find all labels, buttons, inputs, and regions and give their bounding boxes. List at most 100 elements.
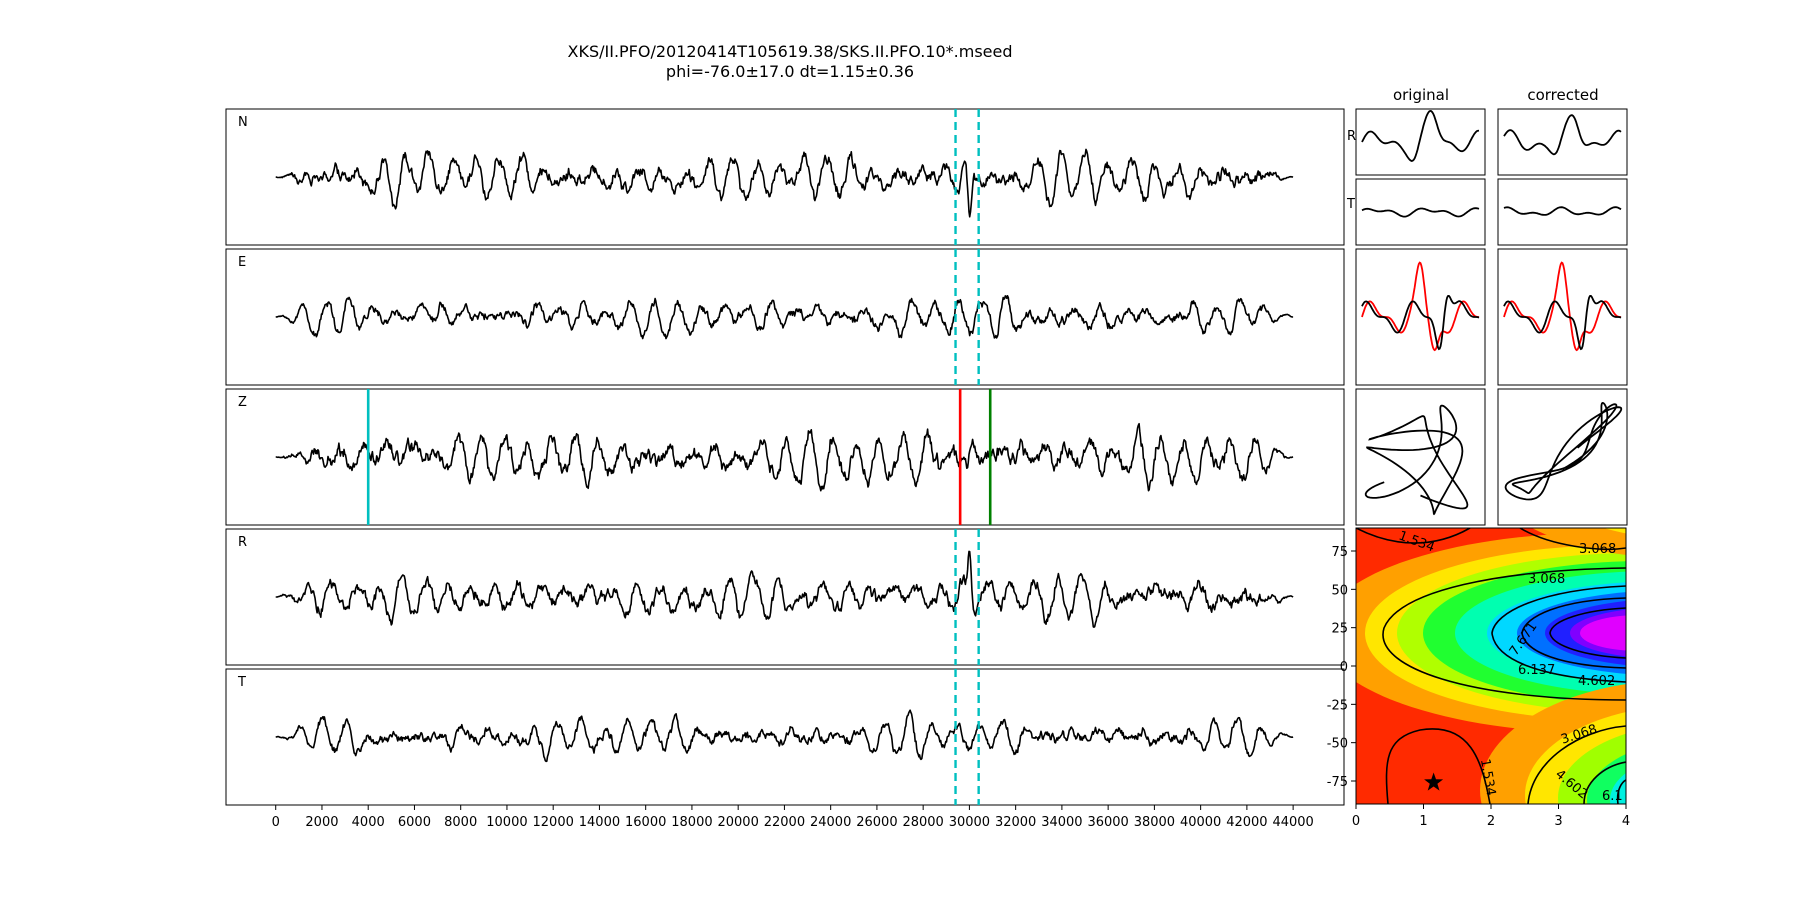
- heatmap-y-tick-label: 0: [1340, 660, 1348, 675]
- particle-motion-panels: [1355, 108, 1628, 526]
- panel-n: N: [225, 108, 1345, 246]
- panel-t: T: [225, 668, 1345, 806]
- x-tick-label: 36000: [1087, 815, 1128, 830]
- heatmap-y-tick-label: -25: [1327, 698, 1348, 713]
- corrected-panel-overlay: [1497, 248, 1628, 386]
- panel-frame: [1355, 108, 1486, 176]
- heatmap-x-tick-label: 0: [1352, 814, 1360, 829]
- seismogram-panels: N E Z R T: [225, 108, 1345, 806]
- contour-line-4602: [1491, 585, 1626, 683]
- heatmap-x-tick-label: 2: [1487, 814, 1495, 829]
- heatmap-y-tick-label: 50: [1331, 583, 1348, 598]
- x-tick-label: 2000: [305, 815, 338, 830]
- trace-waveform: [275, 295, 1294, 340]
- corrected-panel-pm: [1497, 388, 1628, 526]
- contour-line-3068-mid: [1382, 567, 1626, 701]
- panel-frame: [225, 528, 1345, 666]
- contour-label-4602: 4.602: [1578, 674, 1615, 689]
- x-tick-label: 6000: [398, 815, 431, 830]
- heatmap-upper-band-1: [1532, 528, 1626, 556]
- trace-waveform: [275, 550, 1294, 628]
- x-tick-label: 26000: [856, 815, 897, 830]
- heatmap-y-tick-label: -50: [1327, 737, 1348, 752]
- panel-z: Z: [225, 388, 1345, 526]
- x-tick-label: 22000: [764, 815, 805, 830]
- x-tick-label: 4000: [352, 815, 385, 830]
- overlay-waveform-black: [1503, 295, 1622, 351]
- side-label-t: T: [1346, 197, 1355, 212]
- contour-line-3068-bottom: [1527, 725, 1626, 804]
- x-tick-label: 28000: [902, 815, 943, 830]
- trace-label: E: [238, 255, 246, 270]
- waveform-r: [1503, 114, 1622, 156]
- heatmap-lower-band-7: [1652, 774, 1772, 826]
- original-panel-t: [1355, 178, 1486, 246]
- trace-label: T: [237, 675, 246, 690]
- best-fit-star: [1424, 772, 1444, 791]
- heatmap-x-tick-label: 3: [1554, 814, 1562, 829]
- figure-title-line1: XKS/II.PFO/20120414T105619.38/SKS.II.PFO…: [568, 42, 1013, 61]
- heatmap-upper-band-4: [1602, 442, 1800, 518]
- heatmap-y-tick-label: -75: [1327, 775, 1348, 790]
- x-tick-label: 14000: [579, 815, 620, 830]
- particle-motion-path: [1504, 401, 1623, 501]
- original-panel-pm: [1355, 388, 1486, 526]
- contour-line-1534-top: [1356, 528, 1471, 544]
- x-tick-label: 12000: [533, 815, 574, 830]
- panel-r: R: [225, 528, 1345, 666]
- x-tick-label: 20000: [717, 815, 758, 830]
- heatmap-x-tick-label: 1: [1419, 814, 1427, 829]
- contour-label-3068-top: 3.068: [1579, 542, 1616, 557]
- trace-waveform: [275, 148, 1294, 218]
- contour-line-4602-bottom: [1583, 761, 1626, 804]
- corrected-panel-t: [1497, 178, 1628, 246]
- x-tick-label: 24000: [810, 815, 851, 830]
- heatmap-y-tick-label: 75: [1331, 545, 1348, 560]
- x-tick-label: 0: [272, 815, 280, 830]
- heatmap-upper-band-2: [1603, 528, 1626, 534]
- contour-line-6137: [1521, 597, 1626, 669]
- contour-label-6137: 6.137: [1518, 663, 1555, 678]
- trace-label: N: [238, 115, 248, 130]
- trace-waveform: [275, 709, 1294, 763]
- x-tick-label: 32000: [995, 815, 1036, 830]
- waveform-t: [1361, 207, 1480, 218]
- trace-label: R: [238, 535, 247, 550]
- contour-line-3068-top: [1519, 528, 1626, 550]
- x-tick-label: 10000: [486, 815, 527, 830]
- trace-waveform: [275, 422, 1294, 492]
- heatmap-y-tick-label: 25: [1331, 622, 1348, 637]
- side-label-r: R: [1347, 129, 1356, 144]
- heatmap-upper-band-5: [1624, 448, 1800, 508]
- x-tick-label: 8000: [444, 815, 477, 830]
- x-tick-label: 42000: [1226, 815, 1267, 830]
- heatmap-lower-band-8: [1682, 786, 1742, 814]
- panel-frame: [1497, 248, 1628, 386]
- heatmap-lower-band-6: [1630, 762, 1794, 838]
- contour-label-1534-bottom: 1.534: [1477, 758, 1498, 797]
- figure-title-line2: phi=-76.0±17.0 dt=1.15±0.36: [666, 62, 914, 81]
- corrected-panel-r: [1497, 108, 1628, 176]
- column-title-original: original: [1393, 86, 1449, 104]
- heatmap-x-tick-label: 4: [1622, 814, 1630, 829]
- contour-line-6137-bottom: [1616, 779, 1626, 804]
- x-tick-label: 40000: [1180, 815, 1221, 830]
- waveform-t: [1503, 206, 1622, 216]
- x-tick-label: 18000: [671, 815, 712, 830]
- panel-frame: [1355, 248, 1486, 386]
- x-tick-label: 34000: [1041, 815, 1082, 830]
- heatmap-lower-band-5: [1610, 772, 1626, 804]
- time-axis: 0 2000 4000 6000 8000 10000 12000 14000 16000 180…: [272, 805, 1314, 830]
- contour-label-3068-mid: 3.068: [1528, 572, 1565, 587]
- x-tick-label: 44000: [1272, 815, 1313, 830]
- column-title-corrected: corrected: [1527, 86, 1598, 104]
- error-surface-heatmap: 1.534 3.068 3.068 7.671 6.137 4.602 3.06…: [1356, 442, 1800, 838]
- contour-line-1534-bottom: [1385, 728, 1491, 804]
- original-panel-overlay: [1355, 248, 1486, 386]
- original-panel-r: [1355, 108, 1486, 176]
- heatmap-band-10: [1580, 615, 1626, 651]
- x-tick-label: 30000: [949, 815, 990, 830]
- panel-frame: [1355, 178, 1486, 246]
- overlay-waveform-black: [1361, 295, 1480, 351]
